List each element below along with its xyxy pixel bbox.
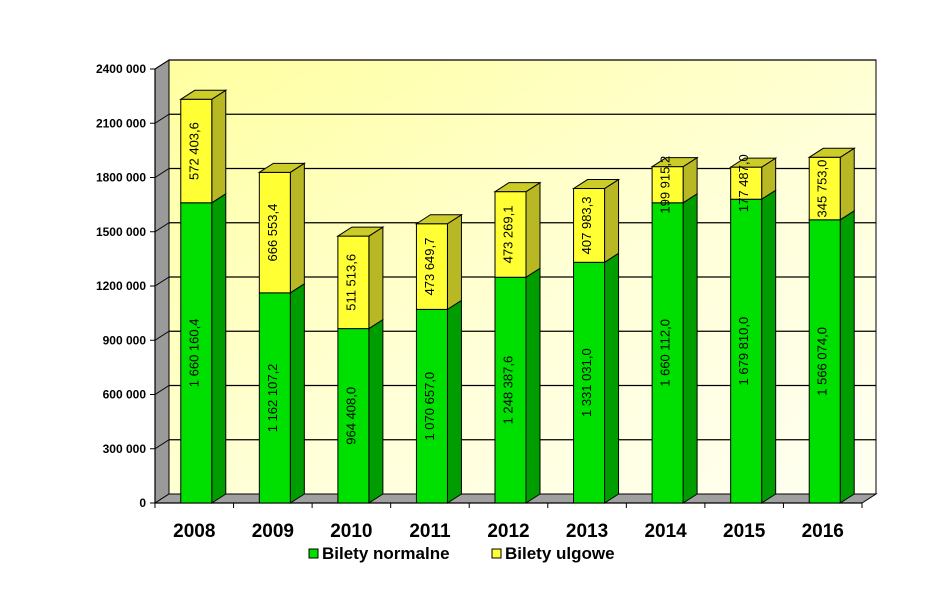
data-label-normalne: 1 248 387,6 <box>501 356 516 425</box>
bar-top <box>571 179 621 190</box>
bar-normalne-2013 <box>573 261 606 504</box>
y-tick-label: 600 000 <box>103 388 147 402</box>
data-label-normalne: 1 566 074,0 <box>815 327 830 396</box>
bar-normalne-side <box>525 267 541 504</box>
bar-normalne-2011 <box>415 308 448 504</box>
data-label-normalne: 1 660 160,4 <box>186 319 201 388</box>
x-tick-label: 2011 <box>409 521 451 542</box>
gridline-side <box>154 276 170 287</box>
bar-ulgowe-2013 <box>573 188 606 263</box>
data-label-ulgowe: 511 513,6 <box>343 254 358 311</box>
bar-top <box>336 226 385 237</box>
bar-normalne-side <box>839 209 855 504</box>
bar-normalne-side <box>289 282 305 504</box>
bar-normalne-side <box>211 192 227 504</box>
bar-ulgowe-side <box>839 147 855 221</box>
bar-ulgowe-side <box>446 213 462 311</box>
bar-ulgowe-side <box>289 162 305 294</box>
y-tick-label: 2100 000 <box>96 116 146 130</box>
legend-swatch-normalne <box>308 548 319 559</box>
data-label-normalne: 964 408,0 <box>343 387 358 445</box>
bar-normalne-2014 <box>651 202 684 504</box>
x-tick-label: 2016 <box>802 521 844 542</box>
data-label-ulgowe: 177 487,0 <box>736 154 751 212</box>
bar-normalne-side <box>368 318 384 504</box>
data-label-ulgowe: 666 553,4 <box>265 204 280 262</box>
bar-normalne-side <box>446 299 462 504</box>
bar-ulgowe-2008 <box>180 98 213 204</box>
data-label-normalne: 1 660 112,0 <box>658 319 673 387</box>
x-tick-label: 2014 <box>644 521 687 542</box>
data-label-ulgowe: 473 649,7 <box>422 238 437 296</box>
gridline-side <box>154 330 170 341</box>
bar-top <box>257 162 307 173</box>
bar-normalne-2010 <box>337 328 370 504</box>
y-tick-label: 1200 000 <box>96 279 146 293</box>
data-label-normalne: 1 331 031,0 <box>579 348 594 417</box>
bar-top <box>179 89 228 100</box>
x-tick-label: 2008 <box>173 521 215 542</box>
gridline-side <box>154 439 170 450</box>
bar-normalne-2016 <box>808 219 841 504</box>
x-tick-label: 2013 <box>566 521 608 542</box>
bar-ulgowe-2012 <box>494 191 527 278</box>
x-tick-label: 2009 <box>252 521 294 542</box>
data-label-normalne: 1 679 810,0 <box>736 317 751 386</box>
bar-top <box>493 182 542 193</box>
bar-ulgowe-2009 <box>258 171 291 294</box>
data-label-ulgowe: 345 753,0 <box>815 160 830 218</box>
bar-ulgowe-2014 <box>651 166 684 204</box>
bar-ulgowe-2010 <box>337 235 370 330</box>
bar-top <box>807 147 856 158</box>
legend-swatch-ulgowe <box>491 548 502 559</box>
bar-normalne-side <box>604 252 620 504</box>
bar-ulgowe-side <box>604 178 620 264</box>
bar-normalne-2012 <box>494 276 527 504</box>
y-tick-label: 2400 000 <box>96 62 146 76</box>
y-tick-label: 1800 000 <box>96 171 146 185</box>
bar-ulgowe-side <box>211 89 227 204</box>
y-tick-label: 900 000 <box>103 333 147 347</box>
bar-top <box>414 214 464 225</box>
data-label-ulgowe: 572 403,6 <box>186 122 201 180</box>
y-tick-label: 1500 000 <box>96 225 146 239</box>
bar-ulgowe-2016 <box>808 156 841 221</box>
gridline-side <box>154 113 170 124</box>
bar-top <box>728 157 778 168</box>
data-label-normalne: 1 070 657,0 <box>422 372 437 441</box>
gridline-side <box>154 168 170 178</box>
bar-ulgowe-side <box>525 181 541 279</box>
bar-normalne-side <box>761 189 777 504</box>
bar-top <box>650 157 699 168</box>
bar-ulgowe-2015 <box>730 166 763 200</box>
y-tick-label: 300 000 <box>103 442 147 456</box>
x-tick-label: 2012 <box>487 521 529 542</box>
x-tick-label: 2010 <box>330 521 372 542</box>
data-label-ulgowe: 407 983,3 <box>579 196 594 254</box>
bar-normalne-side <box>682 192 698 504</box>
bar-normalne-2009 <box>258 292 291 504</box>
y-tick-label: 0 <box>139 496 146 510</box>
gridline-side <box>154 59 170 70</box>
data-label-normalne: 1 162 107,2 <box>265 364 280 433</box>
gridline-side <box>154 385 170 395</box>
data-label-ulgowe: 199 915,2 <box>658 156 673 214</box>
data-label-ulgowe: 473 269,1 <box>501 206 516 264</box>
gridline-side <box>154 222 170 233</box>
legend-label-normalne: Bilety normalne <box>322 544 450 563</box>
x-tick-label: 2015 <box>723 521 766 542</box>
legend-label-ulgowe: Bilety ulgowe <box>505 544 615 563</box>
bar-ulgowe-side <box>368 226 384 330</box>
